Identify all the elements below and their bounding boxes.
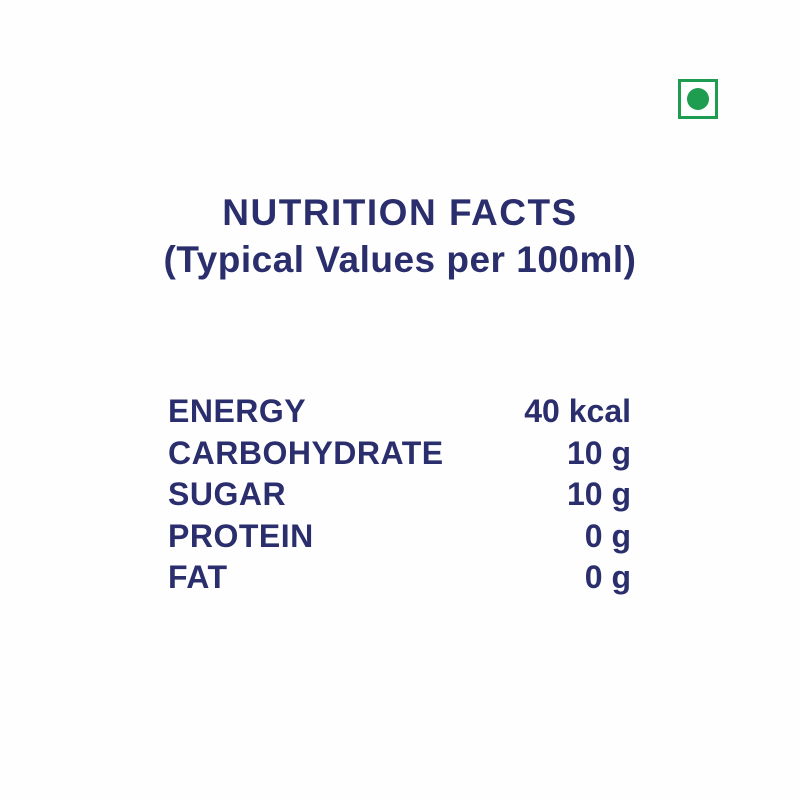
table-row: CARBOHYDRATE 10 g [168, 433, 631, 475]
page-title: NUTRITION FACTS [222, 192, 578, 233]
table-row: PROTEIN 0 g [168, 516, 631, 558]
nutrient-label: PROTEIN [168, 517, 314, 554]
table-row: FAT 0 g [168, 557, 631, 599]
nutrient-value: 10 g [566, 434, 631, 471]
table-row: SUGAR 10 g [168, 474, 631, 516]
veg-dot [687, 88, 709, 110]
nutrient-label: SUGAR [168, 476, 287, 512]
nutrient-value: 0 g [584, 559, 631, 595]
veg-mark-icon [678, 79, 718, 119]
page-subtitle: (Typical Values per 100ml) [163, 239, 637, 280]
table-row: ENERGY 40 kcal [168, 391, 631, 433]
nutrient-value: 10 g [566, 476, 631, 512]
nutrient-label: CARBOHYDRATE [168, 434, 444, 471]
nutrition-table: ENERGY 40 kcal CARBOHYDRATE 10 g SUGAR 1… [168, 391, 631, 599]
nutrient-label: ENERGY [168, 393, 307, 429]
nutrient-value: 40 kcal [524, 393, 631, 429]
label-header: NUTRITION FACTS (Typical Values per 100m… [0, 192, 800, 281]
nutrient-label: FAT [168, 559, 228, 595]
nutrient-value: 0 g [584, 517, 631, 554]
